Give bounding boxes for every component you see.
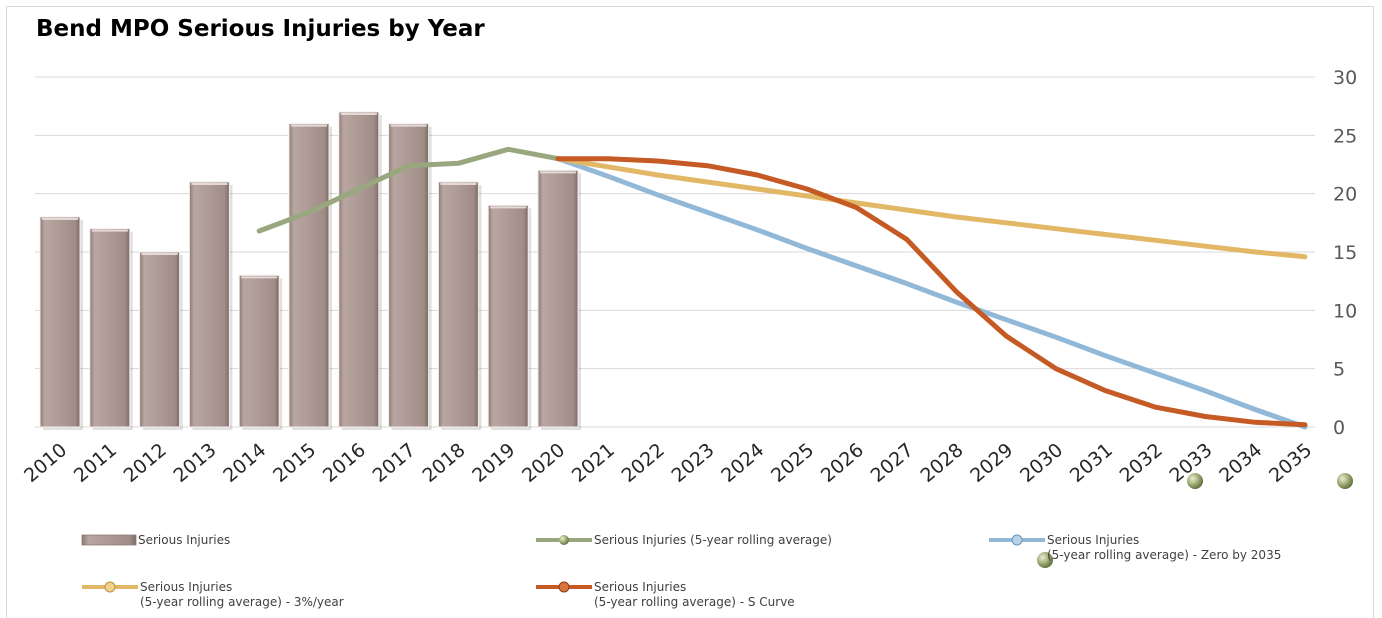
x-tick-label: 2021: [568, 439, 619, 487]
y-tick-label: 30: [1333, 67, 1357, 89]
bar: [537, 169, 579, 428]
bar: [89, 228, 131, 428]
chart-title: Bend MPO Serious Injuries by Year: [36, 16, 485, 42]
x-tick-label: 2023: [667, 439, 718, 487]
legend-item-rolling-average: Serious Injuries (5-year rolling average…: [534, 533, 832, 548]
legend-swatch-line: [82, 581, 138, 593]
x-tick-label: 2015: [269, 439, 320, 487]
bar: [139, 251, 181, 428]
chart-frame: [6, 6, 1374, 618]
series-marker-icon: [1037, 552, 1053, 568]
series-line: [256, 146, 561, 234]
series-line: [555, 156, 1308, 428]
legend-swatch-bar: [81, 534, 137, 546]
x-tick-label: 2032: [1116, 439, 1167, 487]
x-tick-label: 2014: [219, 439, 270, 487]
bar: [238, 274, 280, 428]
x-tick-label: 2013: [169, 439, 220, 487]
series-marker-icon: [1337, 473, 1353, 489]
x-tick-label: 2025: [767, 439, 818, 487]
x-tick-label: 2019: [468, 439, 519, 487]
legend-label: Serious Injuries (5-year rolling average…: [1047, 533, 1282, 562]
bar: [288, 123, 330, 428]
x-tick-label: 2026: [817, 439, 868, 487]
x-tick-label: 2022: [618, 439, 669, 487]
x-tick-label: 2011: [70, 439, 121, 487]
legend-swatch-line: [536, 581, 592, 593]
x-tick-label: 2018: [418, 439, 469, 487]
series-marker-icon: [1187, 473, 1203, 489]
x-tick-label: 2034: [1215, 439, 1266, 487]
y-tick-label: 0: [1333, 417, 1345, 439]
y-tick-label: 15: [1333, 242, 1357, 264]
x-tick-label: 2027: [867, 439, 918, 487]
x-tick-label: 2017: [369, 439, 420, 487]
x-tick-label: 2028: [916, 439, 967, 487]
legend-label: Serious Injuries (5-year rolling average…: [594, 580, 795, 609]
x-tick-label: 2029: [966, 439, 1017, 487]
x-tick-label: 2020: [518, 439, 569, 487]
legend-label: Serious Injuries (5-year rolling average…: [140, 580, 344, 609]
legend-label: Serious Injuries: [138, 533, 231, 547]
legend-label: Serious Injuries (5-year rolling average…: [594, 533, 832, 547]
y-tick-label: 10: [1333, 300, 1357, 322]
x-tick-label: 2031: [1066, 439, 1117, 487]
x-tick-label: 2035: [1265, 439, 1316, 487]
bar: [188, 181, 230, 428]
bar: [487, 204, 529, 428]
x-tick-label: 2016: [319, 439, 370, 487]
bar: [437, 181, 479, 428]
y-tick-label: 25: [1333, 125, 1357, 147]
y-tick-label: 5: [1333, 359, 1345, 381]
legend-item-zero-by-2035: Serious Injuries (5-year rolling average…: [987, 533, 1281, 563]
y-tick-label: 20: [1333, 184, 1357, 206]
legend-item-3-percent: Serious Injuries (5-year rolling average…: [80, 580, 344, 610]
x-tick-label: 2024: [717, 439, 768, 487]
series-line: [555, 156, 1308, 260]
bar: [388, 123, 430, 428]
legend-item-serious-injuries: Serious Injuries: [80, 533, 230, 548]
x-tick-label: 2010: [20, 439, 71, 487]
legend-item-s-curve: Serious Injuries (5-year rolling average…: [534, 580, 795, 610]
x-tick-label: 2012: [120, 439, 171, 487]
series-line: [555, 156, 1308, 430]
legend-swatch-line: [536, 535, 592, 545]
x-tick-label: 2030: [1016, 439, 1067, 487]
legend-swatch-line: [989, 534, 1045, 546]
bar: [338, 111, 380, 428]
bar: [39, 216, 81, 428]
